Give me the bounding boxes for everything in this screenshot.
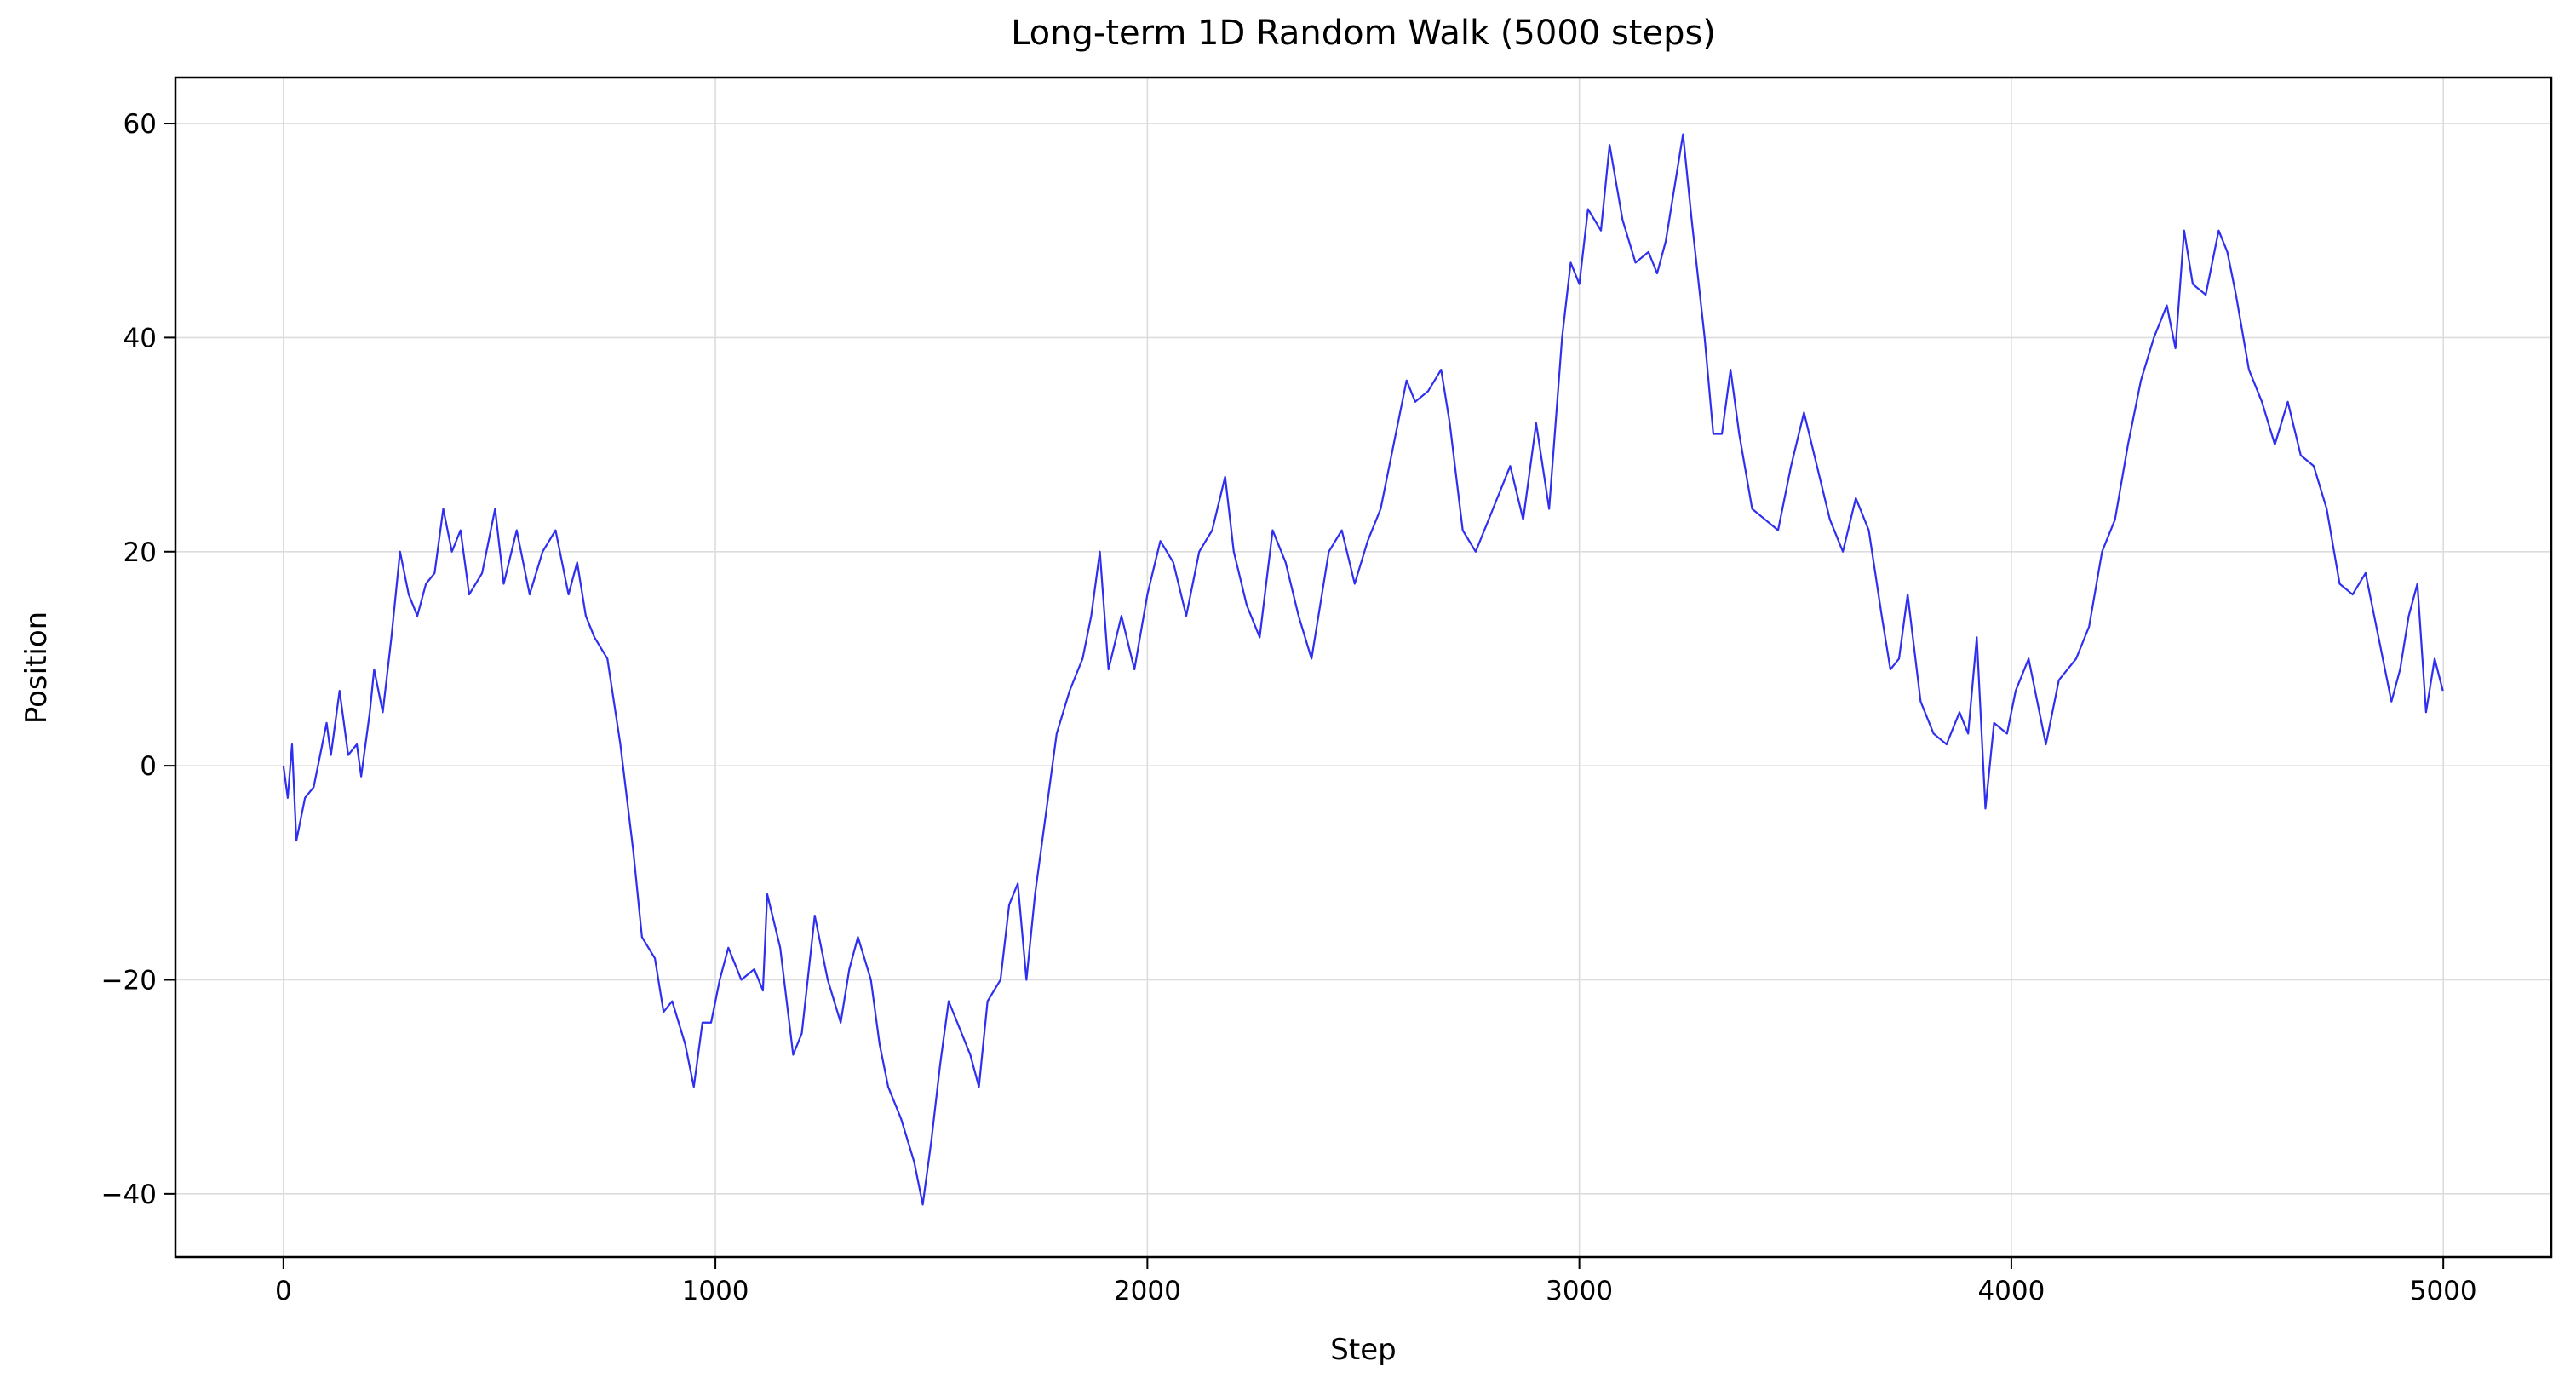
y-tick-label: −40 xyxy=(101,1180,157,1210)
y-tick-label: 20 xyxy=(123,537,157,568)
x-tick-label: 2000 xyxy=(1114,1276,1181,1306)
x-tick-label: 0 xyxy=(275,1276,292,1306)
grid xyxy=(175,78,2551,1257)
x-tick-label: 4000 xyxy=(1977,1276,2045,1306)
plot xyxy=(282,133,2444,1206)
y-tick-label: −20 xyxy=(101,965,157,996)
chart-title: Long-term 1D Random Walk (5000 steps) xyxy=(1011,14,1716,53)
y-tick-label: 40 xyxy=(123,323,157,353)
x-tick-label: 1000 xyxy=(682,1276,749,1306)
walk-line xyxy=(282,133,2444,1206)
y-tick-label: 0 xyxy=(140,751,157,782)
x-axis-label: Step xyxy=(1330,1333,1396,1367)
x-tick-label: 5000 xyxy=(2410,1276,2477,1306)
plot-frame xyxy=(174,76,2553,1259)
y-axis-label: Position xyxy=(20,611,54,724)
x-tick-label: 3000 xyxy=(1546,1276,1613,1306)
y-tick-label: 60 xyxy=(123,109,157,140)
ticks: 0 1000 2000 3000 4000 5000 −40 −20 0 20 40 60 xyxy=(101,109,2477,1306)
